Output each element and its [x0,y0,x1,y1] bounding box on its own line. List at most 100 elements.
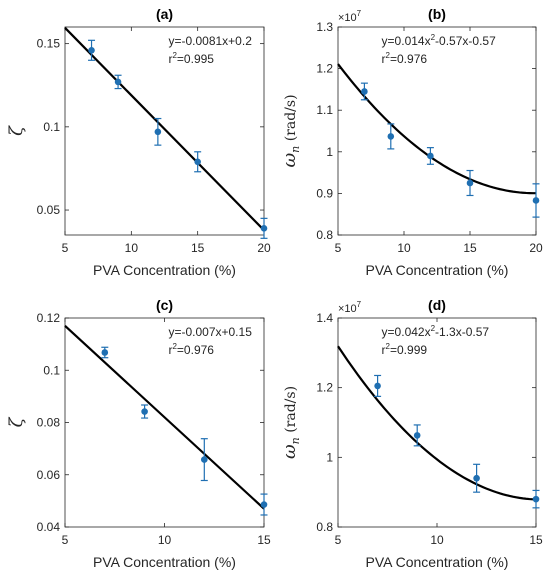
multiplier-base: ×10 [338,12,357,24]
x-tick-label: 10 [397,241,411,255]
r2-superscript: 2 [386,51,391,60]
y-tick-label: 0.06 [37,468,61,482]
data-point [114,78,122,86]
y-axis-symbol: ζ [6,125,27,136]
fit-curve [337,345,537,501]
r2-superscript: 2 [386,342,391,351]
y-tick-label: 0.04 [37,520,61,534]
y-tick-label: 0.08 [37,416,61,430]
fit-equation: y=0.042x2-1.3x-0.57 [382,324,490,339]
y-axis-label: ζ [6,416,27,427]
y-axis-label: ζ [6,125,27,136]
y-tick-label: 1 [326,450,333,464]
data-point [201,456,208,463]
y-tick-label: 1 [326,145,333,159]
equation-tail: -1.3x-0.57 [435,325,489,339]
y-axis-subscript: n [289,437,302,444]
y-tick-label: 0.8 [316,228,333,242]
x-axis-label: PVA Concentration (%) [366,554,509,570]
y-tick-label: 1.2 [316,381,333,395]
r2-value: =0.999 [390,343,427,357]
r-squared: r2=0.976 [168,342,214,357]
y-axis-unit: (rad/s) [283,94,299,145]
x-tick-label: 5 [62,533,69,547]
panel-title: (b) [428,6,446,22]
x-tick-label: 15 [463,241,477,255]
equation-main: y=-0.007x+0.15 [168,325,252,339]
data-point [101,349,109,356]
y-tick-label: 1.3 [316,20,333,34]
data-point [260,225,268,232]
r2-value: =0.995 [177,52,214,66]
fit-equation: y=-0.007x+0.15 [168,325,252,339]
r-squared: r2=0.995 [168,51,214,66]
y-tick-label: 0.05 [37,203,61,217]
fit-line [64,27,265,231]
y-tick-label: 1.1 [316,103,333,117]
y-axis-symbol: ω [279,153,300,168]
data-point [154,128,162,136]
r2-superscript: 2 [172,342,177,351]
equation-tail: -0.57x-0.57 [435,34,496,48]
x-tick-label: 10 [158,533,172,547]
y-axis-subscript: n [289,146,302,153]
equation-main: y=0.042x [382,325,431,339]
y-tick-label: 1.2 [316,62,333,76]
data-point [466,179,474,187]
data-point [260,501,268,508]
multiplier-power: 7 [357,300,362,309]
r-squared: r2=0.976 [382,51,428,66]
y-tick-label: 0.1 [43,363,60,377]
chart-panel: 5 10 15 0.8 1 1.2 1.4 (d) PVA Concentration (%) ω… [279,297,543,570]
data-point [413,432,421,439]
equation-superscript: 2 [431,324,436,333]
x-axis-label: PVA Concentration (%) [366,262,509,278]
panel-title: (a) [156,6,173,22]
x-tick-label: 5 [62,241,69,255]
data-point [532,197,540,204]
x-tick-label: 15 [529,533,543,547]
y-tick-label: 1.4 [316,311,333,325]
r2-prefix: r [382,52,386,66]
plot-frame [337,26,537,236]
data-point [374,382,381,390]
y-tick-label: 0.8 [316,520,333,534]
x-tick-label: 5 [335,533,342,547]
fit-equation: y=0.014x2-0.57x-0.57 [382,33,497,48]
fit-line [64,325,265,510]
r2-prefix: r [168,52,172,66]
y-tick-label: 0.9 [316,186,333,200]
r2-prefix: r [382,343,386,357]
x-tick-label: 10 [125,241,139,255]
y-axis-multiplier: ×107 [338,9,362,24]
r-squared: r2=0.999 [382,342,428,357]
y-axis-symbol: ζ [6,416,27,427]
data-point [473,474,480,482]
data-point [387,133,395,140]
fit-equation: y=-0.0081x+0.2 [168,34,252,48]
r2-value: =0.976 [390,52,427,66]
data-point [361,88,368,95]
x-tick-label: 15 [191,241,205,255]
y-axis-symbol: ω [279,444,300,459]
r2-superscript: 2 [172,51,177,60]
y-axis-multiplier: ×107 [338,300,362,315]
equation-superscript: 2 [431,33,436,42]
chart-panel: 5 10 15 0.04 0.06 0.08 0.1 0.12 (c) PVA Concentra… [6,297,271,570]
data-point [141,408,148,415]
x-axis-label: PVA Concentration (%) [93,262,236,278]
plot-frame [64,317,265,528]
y-axis-label: ωn (rad/s) [279,386,302,459]
data-point [194,158,201,166]
r2-value: =0.976 [177,343,214,357]
panel-title: (c) [156,297,173,313]
equation-main: y=-0.0081x+0.2 [168,34,252,48]
x-tick-label: 15 [257,533,271,547]
x-axis-label: PVA Concentration (%) [93,554,236,570]
panel-title: (d) [428,297,446,313]
equation-main: y=0.014x [382,34,431,48]
y-tick-label: 0.1 [43,120,60,134]
multiplier-base: ×10 [338,303,357,315]
fit-curve [337,63,536,195]
x-tick-label: 5 [335,241,342,255]
